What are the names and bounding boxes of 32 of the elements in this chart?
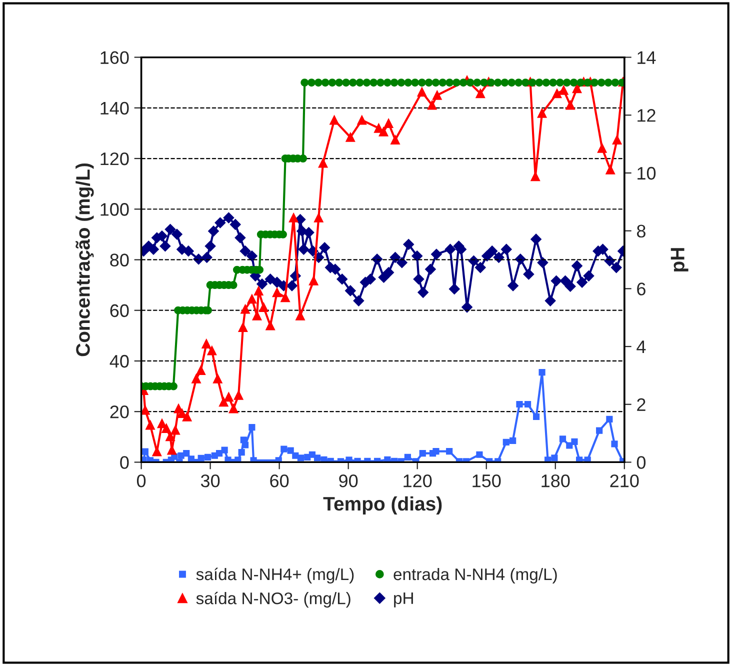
x-tick-label: 180 [542,474,570,488]
x-tick-label: 150 [472,474,501,488]
legend-label: saída N-NO3- (mg/L) [196,592,350,608]
y-tick-label: 20 [110,406,129,418]
legend-label: entrada N-NH4 (mg/L) [394,568,557,584]
y2-tick-label: 12 [638,109,656,122]
y2-tick-label: 8 [636,224,646,238]
y2-tick-label: 2 [637,398,646,411]
y-tick-label: 100 [100,203,129,216]
y-tick-label: 140 [100,102,129,115]
x-tick-label: 60 [270,474,289,488]
y2-tick-label: 10 [638,166,656,180]
y-tick-label: 0 [120,456,129,469]
y2-tick-label: 0 [636,456,646,469]
y2-tick-label: 4 [636,340,646,354]
y2-tick-label: 14 [638,51,656,64]
x-tick-label: 30 [200,474,220,488]
y-tick-label: 80 [110,254,129,266]
y-tick-label: 120 [100,152,129,166]
x-tick-label: 210 [610,474,639,488]
x-tick-label: 0 [136,474,146,488]
y-tick-label: 60 [110,304,129,318]
x-tick-label: 120 [404,474,432,488]
legend-label: saída N-NH4+ (mg/L) [196,568,354,584]
legend-label: pH [394,592,413,608]
y2-axis-title: pH [670,248,688,272]
y-axis-title: Concentração (mg/L) [76,163,94,356]
x-tick-label: 90 [339,474,358,488]
y-tick-label: 40 [110,354,129,368]
y-tick-label: 160 [100,51,129,64]
y2-tick-label: 6 [637,282,646,296]
x-axis-title: Tempo (dias) [323,496,442,515]
